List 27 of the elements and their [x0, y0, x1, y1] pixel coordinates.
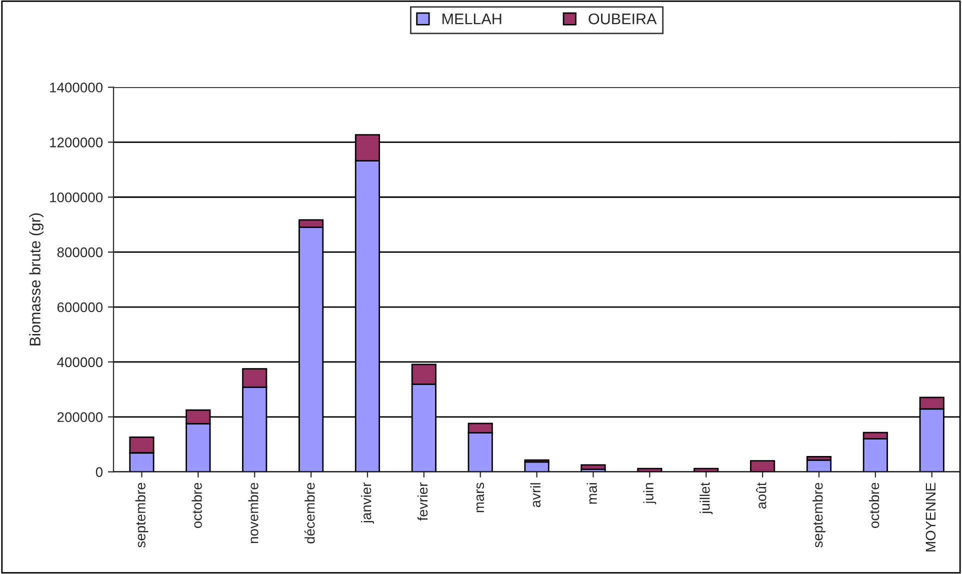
x-tick-label: octobre	[868, 482, 880, 528]
x-tick-label: octobre	[192, 482, 202, 528]
y-tick-label: 1200000	[50, 138, 103, 148]
x-tick-label: juin	[643, 483, 656, 504]
x-tick-label: décembre	[304, 482, 315, 544]
x-tick-label: mars	[476, 482, 484, 512]
y-tick-label: 200000	[57, 412, 103, 422]
x-tick-label: juillet	[700, 482, 713, 514]
x-tick-label: janvier	[361, 482, 374, 524]
x-tick-label: avril	[530, 483, 541, 508]
y-axis-title: Biomasse brute (gr)	[29, 213, 44, 346]
x-tick-label: novembre	[248, 482, 258, 544]
x-tick-label: MOYENNE	[926, 482, 936, 552]
y-tick-label: 600000	[57, 302, 103, 312]
x-tick-label: septembre	[135, 482, 148, 548]
y-tick-label: 1400000	[50, 82, 103, 92]
x-tick-label: août	[756, 482, 766, 509]
y-tick-label: 400000	[57, 357, 103, 368]
legend-label: OUBEIRA	[588, 14, 657, 24]
x-tick-label: fevrier	[417, 482, 428, 521]
bar	[580, 464, 606, 470]
y-tick-label: 1000000	[50, 192, 103, 202]
y-tick-label: 0	[96, 467, 103, 477]
x-tick-label: mai	[586, 483, 597, 504]
legend-label: MELLAH	[442, 14, 502, 24]
x-tick-label: septembre	[812, 482, 826, 548]
y-tick-label: 800000	[57, 247, 103, 258]
